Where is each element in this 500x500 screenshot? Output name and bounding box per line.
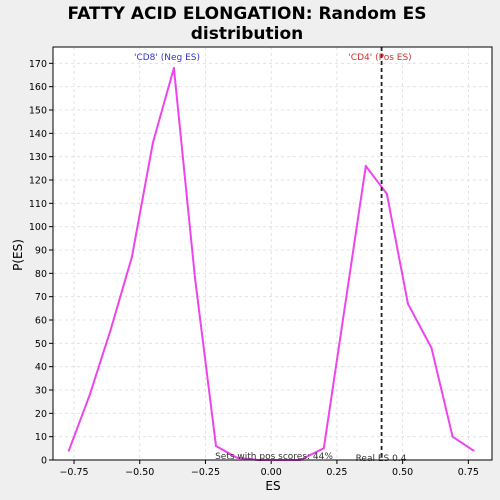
y-tick-label: 50 bbox=[35, 339, 47, 350]
distribution-point bbox=[172, 67, 175, 69]
x-tick-label: 0.00 bbox=[261, 467, 282, 478]
y-axis: 0 10 20 30 40 50 60 70 80 90 100 110 120 130 140 150 160… bbox=[29, 59, 53, 467]
distribution-point bbox=[130, 256, 133, 258]
y-tick-label: 20 bbox=[35, 409, 47, 420]
y-tick-label: 10 bbox=[35, 432, 47, 443]
x-tick-label: 0.50 bbox=[392, 467, 413, 478]
y-tick-label: 110 bbox=[29, 199, 47, 210]
distribution-point bbox=[67, 449, 70, 452]
distribution-point bbox=[364, 165, 367, 167]
distribution-point bbox=[322, 447, 325, 450]
y-tick-label: 40 bbox=[35, 362, 47, 373]
y-tick-label: 160 bbox=[29, 82, 47, 93]
x-tick-label: −0.25 bbox=[191, 467, 220, 478]
annotation-labels: 'CD8' (Neg ES) 'CD4' (Pos ES) Sets with … bbox=[134, 53, 412, 464]
plot-area bbox=[53, 47, 492, 460]
chart-title-line-2: distribution bbox=[191, 24, 303, 44]
y-tick-label: 0 bbox=[41, 456, 47, 467]
neg-es-label: 'CD8' (Neg ES) bbox=[134, 53, 200, 63]
distribution-point bbox=[406, 302, 409, 305]
plot-frame bbox=[52, 46, 493, 461]
distribution-point bbox=[214, 445, 217, 447]
x-axis-label: ES bbox=[265, 479, 280, 493]
pos-scores-label: Sets with pos scores: 44% bbox=[215, 452, 333, 462]
y-tick-label: 30 bbox=[35, 386, 47, 397]
x-tick-label: −0.50 bbox=[125, 467, 154, 478]
y-tick-label: 60 bbox=[35, 316, 47, 327]
y-axis-label: P(ES) bbox=[11, 239, 25, 271]
distribution-point bbox=[151, 141, 154, 144]
distribution-point bbox=[451, 435, 454, 438]
x-tick-label: 0.25 bbox=[326, 467, 347, 478]
y-tick-label: 90 bbox=[35, 246, 47, 257]
x-axis: −0.75 −0.50 −0.25 0.00 0.25 0.50 0.75 bbox=[59, 460, 479, 478]
distribution-point bbox=[109, 328, 112, 331]
y-tick-label: 70 bbox=[35, 292, 47, 303]
y-tick-label: 140 bbox=[29, 129, 47, 140]
chart-title-line-1: FATTY ACID ELONGATION: Random ES bbox=[68, 4, 427, 24]
y-tick-label: 150 bbox=[29, 106, 47, 117]
distribution-point bbox=[236, 456, 239, 459]
y-tick-label: 100 bbox=[29, 222, 47, 233]
x-tick-label: −0.75 bbox=[59, 467, 88, 478]
y-tick-label: 80 bbox=[35, 269, 47, 280]
y-tick-label: 120 bbox=[29, 176, 47, 187]
distribution-point bbox=[472, 449, 475, 452]
grid bbox=[53, 47, 492, 461]
pos-es-label: 'CD4' (Pos ES) bbox=[348, 53, 411, 63]
distribution-point bbox=[193, 277, 196, 279]
x-tick-label: 0.75 bbox=[458, 467, 479, 478]
distribution-point bbox=[88, 393, 91, 396]
distribution-point bbox=[430, 347, 433, 349]
distribution-point bbox=[385, 193, 388, 195]
y-tick-label: 130 bbox=[29, 152, 47, 163]
real-es-label: Real ES 0.4 bbox=[356, 454, 407, 464]
y-tick-label: 170 bbox=[29, 59, 47, 70]
